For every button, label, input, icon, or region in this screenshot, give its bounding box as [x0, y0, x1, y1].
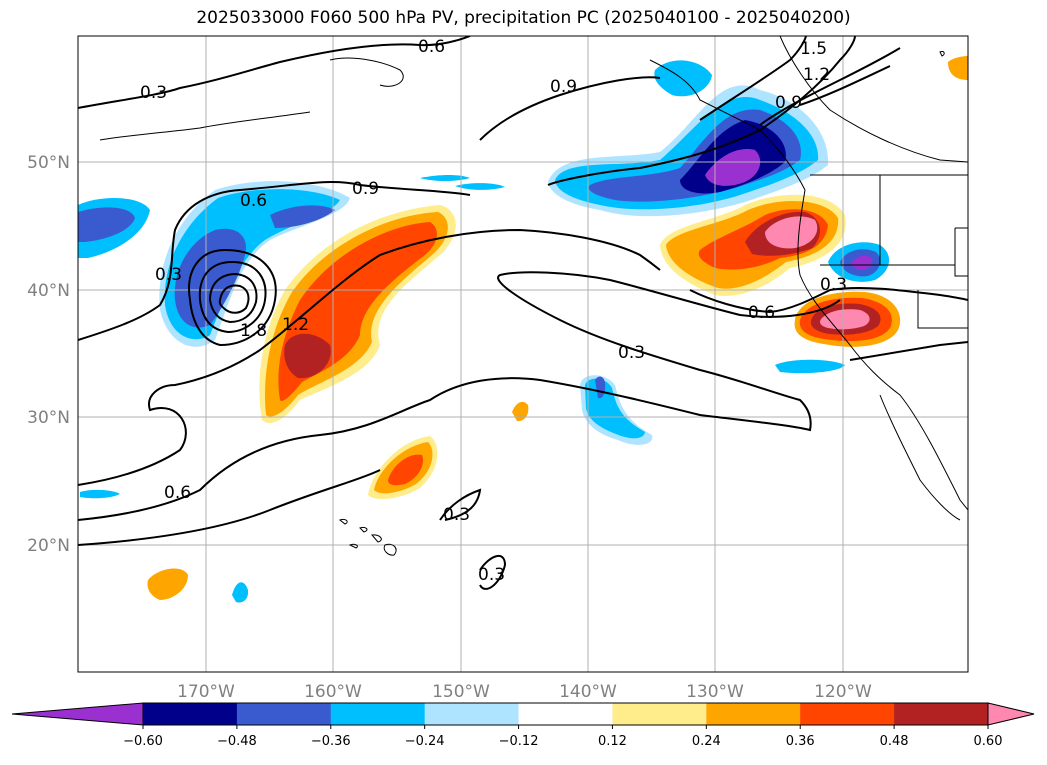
negative-region-small	[80, 489, 120, 499]
colorbar-tick-label: −0.12	[499, 734, 539, 749]
colorbar-segment	[706, 703, 801, 725]
contour-label: 0.3	[443, 505, 470, 525]
colorbar-tick-label: −0.24	[405, 734, 445, 749]
pv-contours	[78, 36, 968, 590]
contour-label: 0.3	[478, 565, 505, 585]
negative-region-mid	[455, 183, 505, 190]
contour-label: 1.2	[803, 65, 830, 85]
colorbar-tick-label: −0.60	[123, 734, 163, 749]
positive-region-east-pacific	[765, 216, 818, 249]
graticule	[78, 36, 968, 672]
precipitation-shading	[78, 56, 968, 603]
negative-region-west-pacific	[174, 228, 246, 328]
colorbar-segment	[236, 703, 332, 725]
positive-region-small	[147, 568, 188, 600]
positive-region-west-pacific	[284, 333, 331, 379]
contour-label: 0.6	[418, 37, 445, 57]
colorbar-extend-max	[987, 702, 1035, 726]
negative-region-gulf-alaska	[705, 149, 761, 186]
contour-label: 0.3	[140, 83, 167, 103]
negative-region-coast	[654, 60, 712, 97]
negative-region-far-west	[78, 207, 135, 242]
colorbar-segment	[424, 703, 520, 725]
map-title: 2025033000 F060 500 hPa PV, precipitatio…	[196, 8, 851, 28]
contour-label: 0.3	[618, 343, 645, 363]
lat-label: 50°N	[27, 153, 70, 173]
contour-label: 0.6	[240, 191, 267, 211]
lon-label: 120°W	[814, 682, 872, 702]
colorbar-segment	[800, 703, 895, 725]
coastlines	[99, 36, 968, 556]
lon-label: 170°W	[177, 682, 235, 702]
colorbar-segment	[894, 703, 989, 725]
lat-label: 20°N	[27, 536, 70, 556]
colorbar: −0.60 −0.48 −0.36 −0.24 −0.12 0.12 0.24 0.36 0.4…	[11, 702, 1035, 749]
colorbar-segment	[330, 703, 426, 725]
map-frame	[77, 35, 969, 673]
lon-label: 140°W	[559, 682, 617, 702]
colorbar-tick-label: −0.48	[217, 734, 257, 749]
contour-label: 1.2	[282, 315, 309, 335]
positive-region-small	[512, 401, 529, 422]
negative-region-mid	[420, 175, 470, 181]
lat-label: 40°N	[27, 281, 70, 301]
contour-labels: 0.6 0.3 0.9 1.5 1.2 0.9 0.6 0.9 0.3 1.8 …	[140, 37, 847, 585]
negative-region-small	[232, 582, 249, 603]
lon-label: 160°W	[304, 682, 362, 702]
colorbar-extend-min	[11, 702, 144, 726]
colorbar-tick-label: 0.60	[974, 734, 1003, 749]
colorbar-segment	[143, 703, 238, 725]
colorbar-tick-label: 0.36	[786, 734, 815, 749]
lon-label: 130°W	[686, 682, 744, 702]
contour-label: 0.9	[550, 77, 577, 97]
positive-region-subtropical	[388, 454, 424, 486]
contour-label: 0.3	[820, 275, 847, 295]
colorbar-segment	[518, 703, 613, 725]
colorbar-segment	[612, 703, 707, 725]
colorbar-tick-label: 0.24	[692, 734, 721, 749]
negative-region-west-pacific	[270, 205, 335, 228]
colorbar-tick-label: 0.48	[880, 734, 909, 749]
colorbar-outline	[142, 702, 989, 726]
contour-label: 0.9	[775, 93, 802, 113]
contour-label: 1.5	[800, 39, 827, 59]
contour-label: 0.6	[748, 303, 775, 323]
lon-label: 150°W	[432, 682, 490, 702]
negative-region-mid	[775, 359, 845, 374]
contour-label: 0.9	[352, 179, 379, 199]
contour-label: 1.8	[240, 321, 267, 341]
positive-region-corner	[948, 56, 968, 80]
negative-region-interior	[851, 255, 873, 270]
colorbar-tick-label: −0.36	[311, 734, 351, 749]
contour-label: 0.6	[164, 483, 191, 503]
lat-label: 30°N	[27, 408, 70, 428]
colorbar-tick-label: 0.12	[598, 734, 627, 749]
contour-label: 0.3	[155, 265, 182, 285]
